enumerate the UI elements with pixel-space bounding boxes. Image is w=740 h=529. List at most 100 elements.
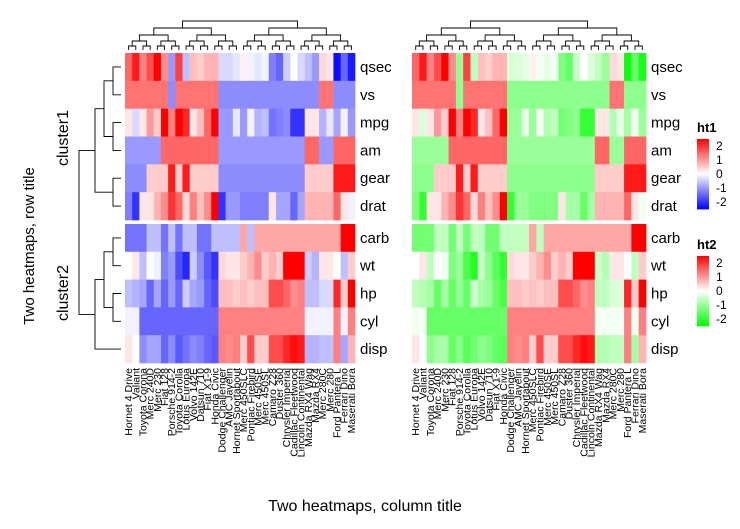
heatmap-cell bbox=[463, 80, 471, 110]
heatmap-cell bbox=[470, 136, 479, 165]
heatmap-cell bbox=[254, 192, 262, 221]
heatmap-cell bbox=[485, 136, 493, 165]
heatmap-cell bbox=[602, 53, 610, 82]
heatmap-cell bbox=[125, 279, 133, 308]
heatmap-cell bbox=[470, 224, 479, 253]
heatmap-cell bbox=[160, 80, 169, 110]
heatmap-cell bbox=[247, 224, 255, 253]
heatmap-cell bbox=[175, 136, 183, 165]
heatmap-cell bbox=[587, 335, 596, 364]
heatmap-cell bbox=[521, 335, 530, 364]
heatmap-cell bbox=[254, 80, 262, 110]
heatmap-cell bbox=[247, 80, 255, 110]
heatmap-cell bbox=[470, 108, 479, 137]
heatmap-cell bbox=[529, 53, 537, 82]
heatmap-cell bbox=[521, 192, 530, 221]
heatmap-cell bbox=[268, 108, 277, 137]
heatmap-cell bbox=[225, 136, 234, 165]
column-label: Merc 280C bbox=[608, 368, 620, 420]
heatmap-cell bbox=[275, 192, 284, 221]
heatmap-cell bbox=[419, 307, 427, 336]
heatmap-cell bbox=[463, 335, 471, 364]
heatmap-cell bbox=[247, 251, 255, 280]
heatmap-cell bbox=[499, 164, 508, 193]
heatmap-cell bbox=[624, 192, 632, 221]
heatmap-cell bbox=[485, 80, 493, 110]
heatmap-cell bbox=[426, 307, 435, 336]
heatmap-cell bbox=[580, 224, 588, 253]
heatmap-cell bbox=[426, 192, 435, 221]
heatmap-cell bbox=[160, 335, 169, 364]
heatmap-cell bbox=[529, 335, 537, 364]
heatmap-cell bbox=[297, 80, 306, 110]
heatmap-cell bbox=[261, 53, 270, 82]
heatmap-cell bbox=[470, 192, 479, 221]
heatmap-cell bbox=[311, 279, 320, 308]
heatmap-cell bbox=[196, 136, 205, 165]
column-label: Lincoln Continental bbox=[296, 368, 308, 457]
heatmap-cell bbox=[521, 251, 530, 280]
column-label: Fiat X1-9 bbox=[202, 368, 214, 411]
heatmap-cell bbox=[160, 164, 169, 193]
heatmap-cell bbox=[175, 108, 183, 137]
heatmap-cell bbox=[529, 192, 537, 221]
column-label: Fiat X1-9 bbox=[491, 368, 503, 411]
heatmap-cell bbox=[204, 279, 212, 308]
column-label: Merc 450SLC bbox=[238, 368, 250, 433]
heatmap-cell bbox=[616, 251, 625, 280]
heatmap-cell bbox=[543, 279, 552, 308]
heatmap-cell bbox=[275, 108, 284, 137]
heatmap-cell bbox=[426, 136, 435, 165]
heatmap-cell bbox=[419, 251, 427, 280]
column-label: Mazda RX4 Wag bbox=[303, 368, 315, 447]
heatmap-cell bbox=[225, 251, 234, 280]
heatmap-cell bbox=[594, 136, 603, 165]
heatmap-cell bbox=[311, 251, 320, 280]
heatmap-cell bbox=[609, 136, 618, 165]
heatmap-cell bbox=[182, 307, 191, 336]
heatmap-cell bbox=[550, 80, 559, 110]
heatmap-cell bbox=[433, 108, 442, 137]
heatmap-cell bbox=[175, 307, 183, 336]
column-label: Ferrari Dino bbox=[339, 368, 351, 424]
heatmap-cell bbox=[550, 307, 559, 336]
heatmap-cell bbox=[419, 335, 427, 364]
heatmap-cell bbox=[492, 53, 501, 82]
heatmap-cell bbox=[254, 279, 262, 308]
heatmap-cell bbox=[240, 192, 248, 221]
heatmap-cell bbox=[499, 335, 508, 364]
heatmap-cell bbox=[182, 108, 191, 137]
heatmap-cell bbox=[232, 108, 241, 137]
heatmap-cell bbox=[319, 192, 327, 221]
heatmap-cell bbox=[204, 335, 212, 364]
heatmap-cell bbox=[347, 335, 356, 364]
column-label: Datsun 710 bbox=[483, 368, 495, 422]
heatmap-cell bbox=[261, 307, 270, 336]
heatmap-cell bbox=[412, 164, 420, 193]
heatmap-cell bbox=[275, 80, 284, 110]
row-label: mpg bbox=[651, 115, 680, 132]
heatmap-cell bbox=[572, 251, 581, 280]
heatmap-cell bbox=[326, 53, 334, 82]
heatmap-cell bbox=[225, 108, 234, 137]
heatmap-cell bbox=[485, 307, 493, 336]
heatmap-cell bbox=[225, 164, 234, 193]
heatmap-cell bbox=[492, 192, 501, 221]
heatmap-cell bbox=[347, 251, 356, 280]
heatmap-cell bbox=[268, 307, 277, 336]
heatmap-cell bbox=[521, 224, 530, 253]
column-label: AMC Javelin bbox=[224, 368, 236, 427]
heatmap-cell bbox=[499, 80, 508, 110]
heatmap-cell bbox=[283, 108, 291, 137]
column-label: Merc 240D bbox=[432, 368, 444, 420]
column-label: Merc 240D bbox=[145, 368, 157, 420]
heatmap-cell bbox=[616, 307, 625, 336]
heatmap-cell bbox=[433, 164, 442, 193]
heatmap-cell bbox=[572, 192, 581, 221]
heatmap-cell bbox=[240, 108, 248, 137]
heatmap-cell bbox=[290, 192, 298, 221]
heatmap-cell bbox=[565, 80, 574, 110]
heatmap-cell bbox=[558, 192, 566, 221]
